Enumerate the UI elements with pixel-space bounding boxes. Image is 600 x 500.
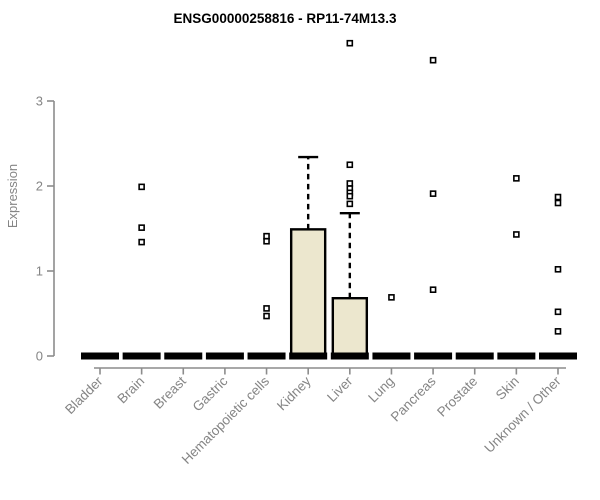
outlier-point <box>346 161 354 169</box>
outlier-point <box>554 308 562 316</box>
box-lung <box>372 294 411 360</box>
median-bar <box>205 352 244 360</box>
boxes-layer <box>81 39 577 360</box>
x-category-label-gastric: Gastric <box>190 373 231 414</box>
x-category-label-pancreas: Pancreas <box>388 373 439 424</box>
outlier-point <box>346 192 354 200</box>
box-unknown-other <box>538 193 577 360</box>
outlier-point <box>138 183 145 191</box>
x-category-label-liver: Liver <box>324 373 356 405</box>
median-bar <box>122 352 161 360</box>
x-category-label-prostate: Prostate <box>434 374 480 420</box>
x-category-label-kidney: Kidney <box>274 373 314 413</box>
outlier-point <box>263 312 270 320</box>
outlier-point <box>138 238 145 246</box>
box-hematopoietic-cells <box>247 232 286 360</box>
x-category-label-skin: Skin <box>493 374 522 403</box>
box-gastric <box>205 352 244 360</box>
box-liver <box>330 39 369 360</box>
chart-title: ENSG00000258816 - RP11-74M13.3 <box>174 11 397 26</box>
outlier-point <box>554 328 562 335</box>
outlier-point <box>429 56 437 64</box>
outlier-point <box>263 232 270 240</box>
box-breast <box>164 352 203 360</box>
outlier-point <box>346 39 354 47</box>
y-tick-label: 0 <box>36 349 43 364</box>
box-bladder <box>81 352 119 360</box>
outlier-point <box>513 175 520 182</box>
median-bar <box>372 352 411 360</box>
y-axis-title: Expression <box>5 164 20 228</box>
y-tick-label: 2 <box>36 179 43 194</box>
outlier-point <box>388 294 395 301</box>
outlier-point <box>138 224 145 231</box>
outlier-point <box>346 180 354 187</box>
box-rect <box>289 228 327 358</box>
outlier-point <box>346 200 354 208</box>
x-category-label-brain: Brain <box>114 374 147 407</box>
median-bar <box>247 352 286 360</box>
box-prostate <box>455 352 494 360</box>
median-bar <box>455 352 494 360</box>
outlier-point <box>554 265 562 273</box>
box-rect <box>331 297 369 358</box>
y-tick-label: 1 <box>36 264 43 279</box>
median-bar <box>164 352 203 360</box>
x-category-label-lung: Lung <box>365 374 397 406</box>
outlier-point <box>554 199 562 207</box>
outlier-point <box>513 231 520 238</box>
median-bar <box>330 352 369 360</box>
median-bar <box>414 352 453 360</box>
median-bar <box>81 352 119 360</box>
y-tick-label: 3 <box>36 94 43 109</box>
box-kidney <box>289 155 328 360</box>
outlier-point <box>263 305 270 312</box>
outlier-point <box>429 286 437 294</box>
median-bar <box>497 352 536 360</box>
median-bar <box>289 352 328 360</box>
box-brain <box>122 183 161 360</box>
box-skin <box>497 175 536 360</box>
box-pancreas <box>414 56 453 360</box>
outlier-point <box>263 237 270 245</box>
x-category-label-breast: Breast <box>151 373 189 411</box>
median-bar <box>538 352 577 360</box>
outlier-point <box>429 190 437 197</box>
outlier-point <box>554 193 562 201</box>
x-category-label-bladder: Bladder <box>62 373 106 417</box>
x-category-label-unknown-other: Unknown / Other <box>481 373 564 456</box>
